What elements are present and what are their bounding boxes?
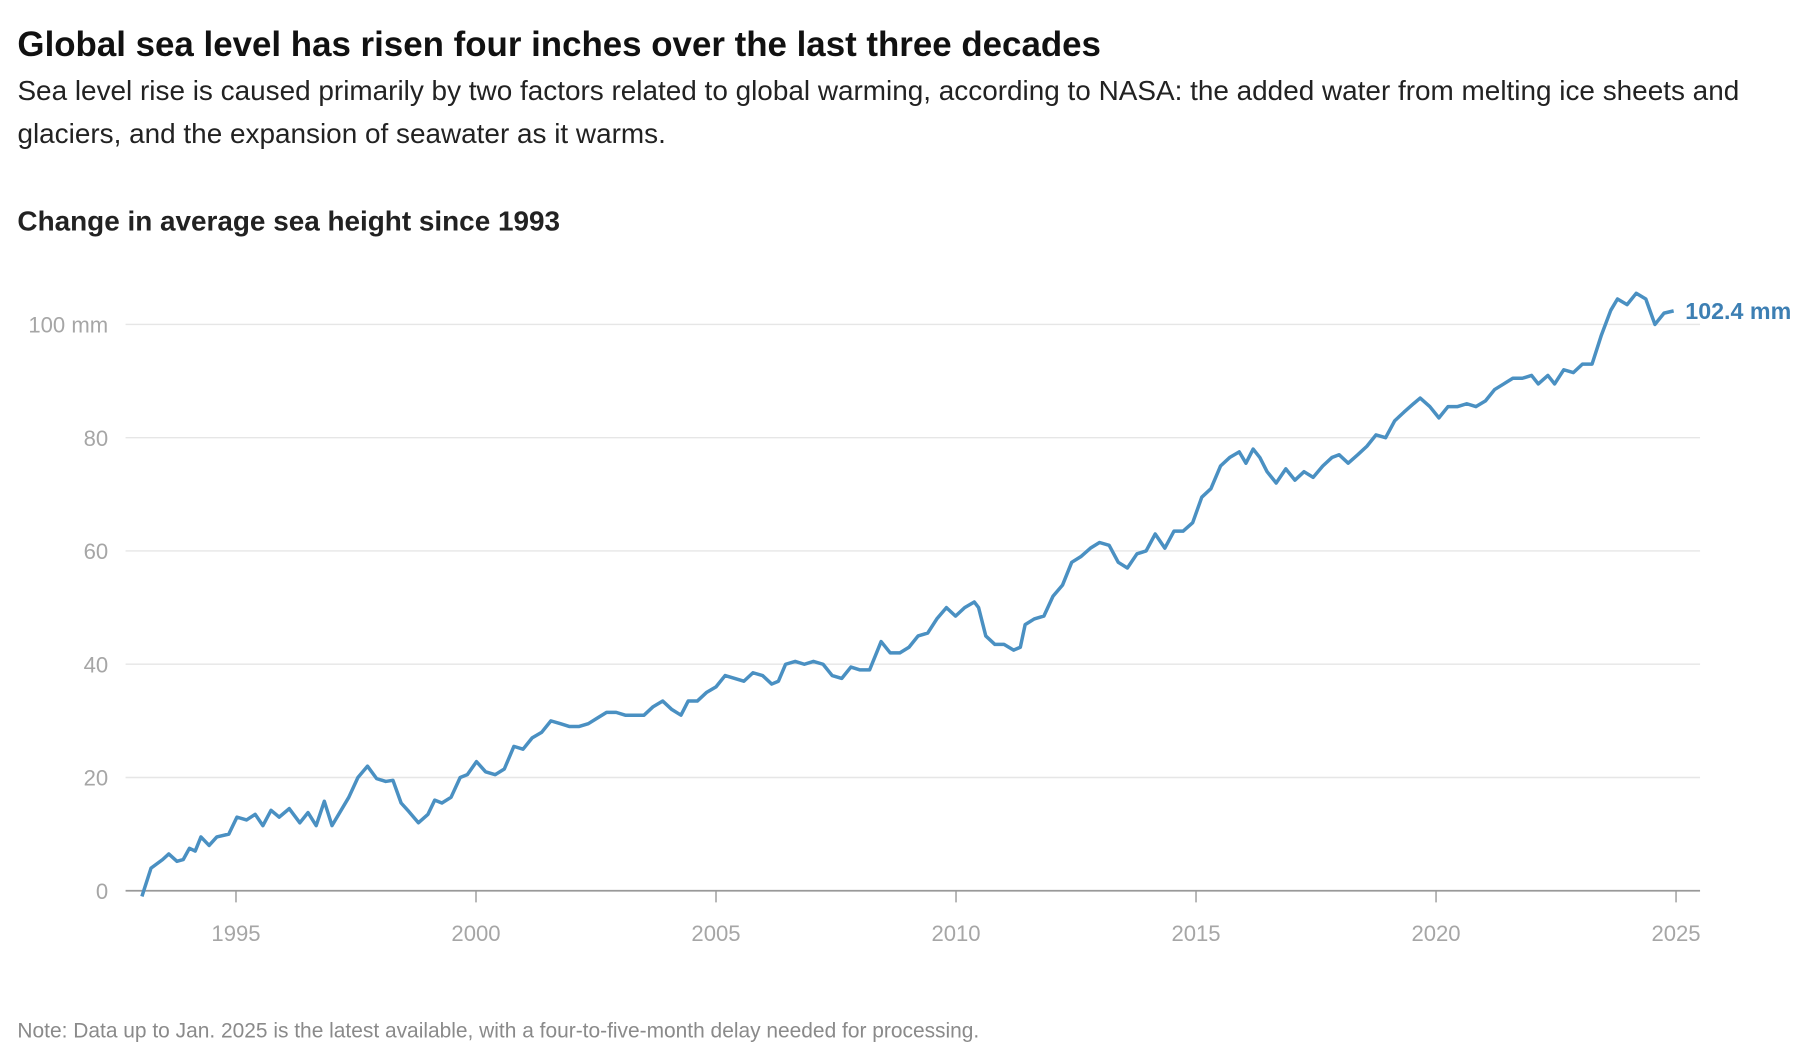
y-axis-title: Change in average sea height since 1993	[17, 205, 560, 236]
x-tick-label: 1995	[211, 921, 260, 946]
x-tick-label: 2015	[1171, 921, 1220, 946]
x-tick-label: 2000	[451, 921, 500, 946]
y-tick-label: 40	[84, 652, 109, 677]
x-tick-label: 2020	[1411, 921, 1460, 946]
sea-level-line	[140, 291, 1675, 897]
y-tick-label: 80	[84, 426, 109, 451]
y-tick-label: 20	[84, 766, 109, 791]
x-tick-label: 2025	[1651, 921, 1700, 946]
note: Note: Data up to Jan. 2025 is the latest…	[17, 1019, 979, 1042]
y-tick-label: 100 mm	[28, 313, 108, 338]
y-tick-label: 60	[84, 539, 109, 564]
x-tick-label: 2010	[931, 921, 980, 946]
end-label: 102.4 mm	[1685, 298, 1791, 324]
chart-title: Global sea level has risen four inches o…	[17, 25, 1101, 64]
subtitle-box: Sea level rise is caused primarily by tw…	[17, 75, 1740, 151]
chart-subtitle: Sea level rise is caused primarily by tw…	[17, 75, 1740, 151]
x-tick-label: 2005	[691, 921, 740, 946]
y-tick-label: 0	[96, 879, 108, 904]
